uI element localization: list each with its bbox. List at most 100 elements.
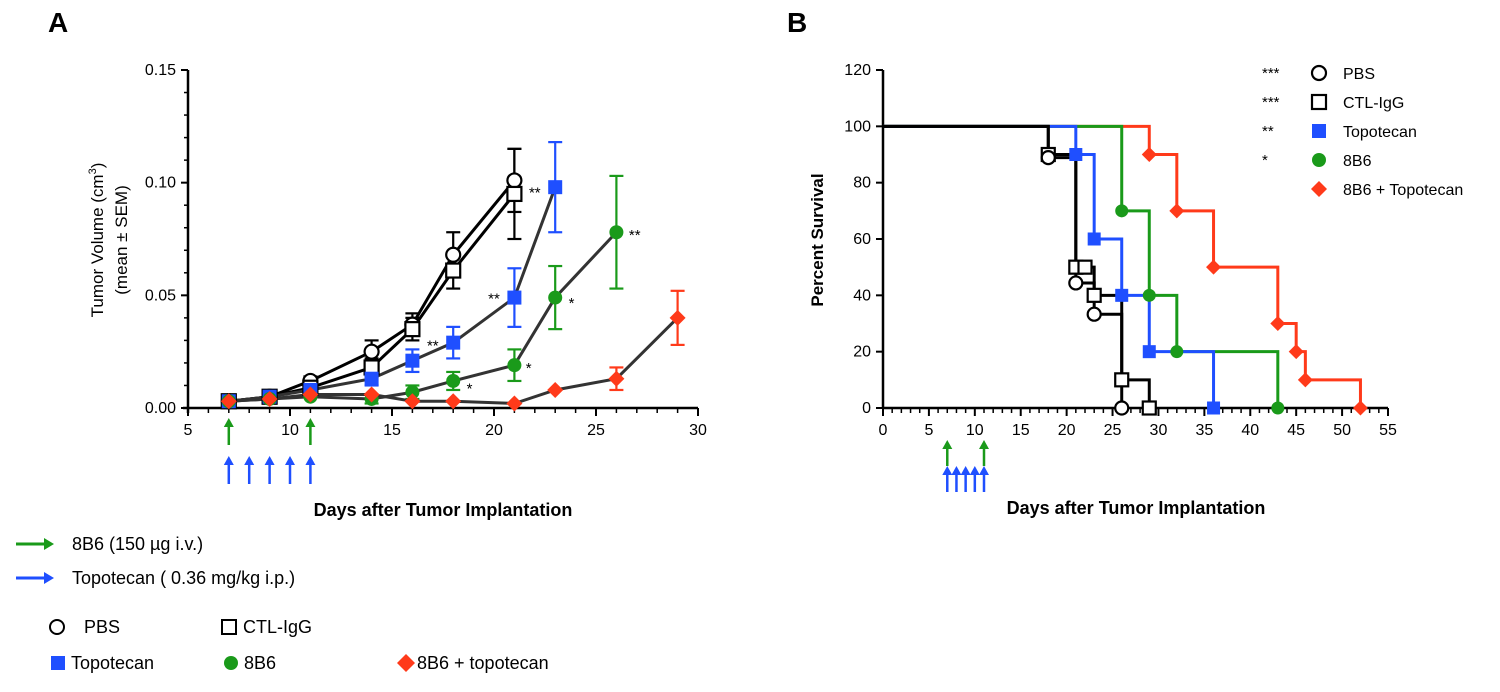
- panel-a-y-tick-label: 0.05: [145, 287, 176, 304]
- panel-a-plot: 0.000.050.100.155 10 15 20 25 30***********: [145, 62, 707, 484]
- dose-arrowhead-b-green-7: [942, 440, 953, 449]
- panel-b-y-tick-label: 100: [844, 118, 871, 135]
- panel-b-legend-significance: *: [1262, 152, 1268, 169]
- panel-a-point-1: [445, 262, 462, 279]
- panel-b-x-tick-label: 55: [1379, 422, 1397, 439]
- panel-b-point-4: [1297, 372, 1313, 388]
- panel-a-point-4: [220, 393, 237, 410]
- panel-a-significance: *: [569, 295, 575, 312]
- panel-a-y-tick-label: 0.10: [145, 175, 176, 192]
- panel-b-x-tick-label: 0: [879, 422, 888, 439]
- panel-b-legend-icon-3: [1312, 153, 1326, 167]
- panel-a-xlabel: Days after Tumor Implantation: [314, 500, 573, 520]
- panel-a-point-4: [445, 393, 462, 410]
- panel-a-y-tick-label: 0.00: [145, 400, 176, 417]
- panel-b-point-1: [1086, 287, 1102, 303]
- panel-b-label: B: [787, 7, 807, 38]
- panel-a-point-0: [445, 246, 462, 263]
- panel-b-point-0: [1086, 306, 1102, 322]
- panel-a-x-tick-label: 10: [281, 422, 299, 439]
- panel-a-line-4: [228, 316, 679, 406]
- panel-b-point-1: [1114, 372, 1130, 388]
- panel-b-x-tick-label: 30: [1150, 422, 1168, 439]
- dose-arrowhead-b-green-11: [979, 440, 989, 449]
- dose-arrowhead-blue-10: [285, 456, 295, 465]
- panel-b-legend-significance: **: [1262, 123, 1274, 140]
- panel-b-point-2: [1069, 148, 1083, 161]
- dose-arrowhead-blue-9: [264, 456, 275, 465]
- panel-a-significance: **: [629, 227, 641, 244]
- panel-a-ylabel-sub: (mean ± SEM): [112, 185, 131, 294]
- green-arrowhead-icon: [44, 538, 54, 550]
- panel-a-x-tick-label: 5: [184, 422, 193, 439]
- panel-b-point-2: [1115, 288, 1129, 302]
- panel-b-legend-label-3: 8B6: [1343, 153, 1372, 170]
- panel-a-point-2: [405, 353, 420, 368]
- panel-a-point-4: [547, 381, 564, 398]
- panel-a-point-3: [446, 373, 461, 388]
- panel-b-survival-line-2: [883, 124, 1216, 408]
- panel-b-y-tick-label: 40: [853, 287, 871, 304]
- panel-a-significance: **: [529, 184, 541, 201]
- panel-b-point-3: [1170, 345, 1184, 359]
- panel-a-label: A: [48, 7, 68, 38]
- legend-ctl-label: CTL-IgG: [243, 617, 312, 637]
- legend-8b6-icon: [224, 656, 238, 670]
- panel-a-significance: *: [467, 380, 473, 397]
- panel-b-point-4: [1270, 316, 1286, 331]
- panel-b-x-tick-label: 40: [1241, 422, 1259, 439]
- panel-b-x-tick-label: 20: [1058, 422, 1076, 439]
- panel-a-point-1: [506, 185, 523, 203]
- panel-a-point-3: [405, 385, 420, 400]
- panel-a-significance: *: [526, 360, 532, 377]
- panel-b-point-3: [1142, 288, 1156, 302]
- panel-b-legend-label-1: CTL-IgG: [1343, 95, 1404, 112]
- panel-b-legend-significance: ***: [1262, 65, 1280, 82]
- svg-text:Tumor Volume (cm3): Tumor Volume (cm3): [87, 163, 107, 318]
- legend-pbs-label: PBS: [84, 617, 120, 637]
- panel-a-point-4: [404, 393, 421, 410]
- panel-a-point-0: [363, 343, 380, 360]
- panel-a-point-3: [507, 358, 522, 373]
- legend-combo-icon: [397, 654, 415, 672]
- panel-b-legend-significance: ***: [1262, 94, 1280, 111]
- panel-a-point-4: [506, 395, 523, 412]
- panel-b-y-tick-label: 20: [853, 344, 871, 361]
- panel-b-point-4: [1169, 203, 1185, 219]
- panel-b-point-3: [1271, 401, 1285, 415]
- panel-b-point-0: [1068, 275, 1084, 291]
- panel-b-point-0: [1040, 149, 1056, 166]
- panel-b-x-tick-label: 45: [1287, 422, 1305, 439]
- panel-b-survival-line-4: [883, 124, 1362, 408]
- panel-a-significance: **: [488, 290, 500, 307]
- dose-arrowhead-b-blue-7: [942, 466, 953, 475]
- dose-arrowhead-b-blue-8: [951, 466, 962, 475]
- panel-b-legend-icon-1: [1310, 93, 1328, 111]
- panel-a-point-1: [404, 321, 421, 338]
- panel-a-x-tick-label: 30: [689, 422, 707, 439]
- panel-b-xlabel: Days after Tumor Implantation: [1007, 498, 1266, 518]
- panel-a-point-3: [548, 290, 563, 305]
- panel-b-point-3: [1115, 204, 1129, 218]
- panel-a-x-tick-label: 25: [587, 422, 605, 439]
- panel-a-point-2: [446, 335, 461, 350]
- panel-b-point-2: [1087, 232, 1101, 246]
- panel-b-x-tick-label: 50: [1333, 422, 1351, 439]
- panel-a-point-2: [507, 290, 522, 305]
- panel-b-point-2: [1142, 345, 1156, 359]
- legend-ctl-icon: [221, 619, 237, 635]
- panel-b-legend-icon-2: [1312, 124, 1326, 138]
- panel-b-legend-label-2: Topotecan: [1343, 124, 1417, 141]
- panel-a-point-4: [302, 386, 319, 403]
- legend-pbs-icon: [49, 619, 65, 635]
- panel-a-point-4: [363, 386, 380, 403]
- dose-arrowhead-blue-8: [244, 456, 255, 465]
- panel-a-y-tick-label: 0.15: [145, 62, 176, 79]
- panel-a-x-tick-label: 20: [485, 422, 503, 439]
- panel-b-point-4: [1352, 400, 1368, 416]
- legend-green-arrow-label: 8B6 (150 µg i.v.): [72, 534, 203, 554]
- dose-arrowhead-b-blue-11: [979, 466, 989, 475]
- legend-8b6-label: 8B6: [244, 653, 276, 673]
- panel-b-x-tick-label: 25: [1104, 422, 1122, 439]
- panel-b-y-tick-label: 60: [853, 231, 871, 248]
